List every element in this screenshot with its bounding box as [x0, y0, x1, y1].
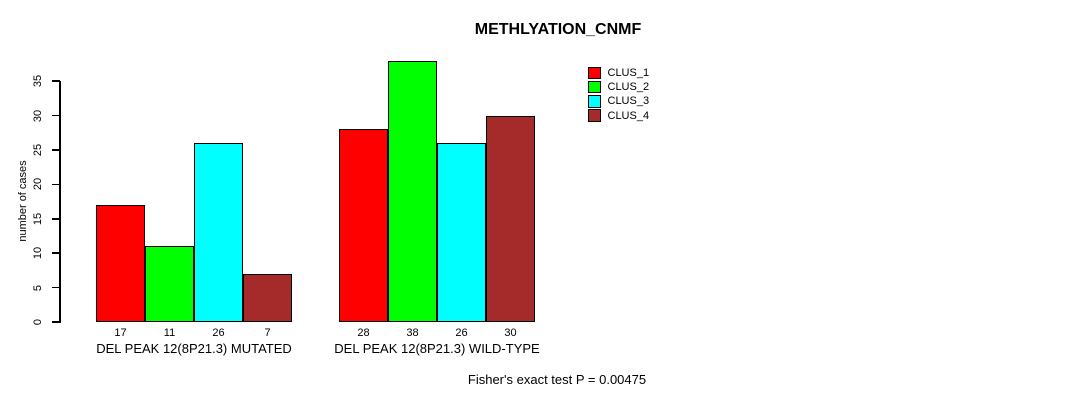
y-tick-label: 15 — [32, 212, 44, 225]
bar-value-label: 26 — [455, 327, 468, 339]
bar-CLUS_2-group1 — [388, 60, 437, 322]
bar-value-label: 17 — [114, 327, 127, 339]
y-tick-label: 10 — [32, 247, 44, 260]
y-tick — [51, 183, 60, 186]
y-tick — [51, 252, 60, 254]
legend-item-CLUS_1: CLUS_1 — [588, 66, 649, 80]
legend-item-CLUS_2: CLUS_2 — [588, 80, 649, 94]
fisher-test-annotation: Fisher's exact test P = 0.00475 — [467, 372, 647, 387]
bar-CLUS_1-group0 — [96, 205, 145, 322]
bar-CLUS_4-group1 — [486, 115, 535, 322]
bar-CLUS_3-group0 — [194, 143, 243, 322]
chart-title: METHLYATION_CNMF — [474, 21, 642, 38]
legend-label: CLUS_4 — [607, 109, 650, 122]
y-tick-label: 25 — [32, 143, 44, 157]
bar-value-label: 28 — [357, 327, 370, 339]
bar-value-label: 30 — [504, 327, 517, 339]
legend-swatch — [588, 80, 601, 94]
y-tick — [51, 80, 60, 82]
y-tick-label: 30 — [32, 109, 44, 122]
bar-CLUS_3-group1 — [437, 143, 486, 322]
bar-value-label: 7 — [264, 327, 271, 339]
y-tick-label: 20 — [32, 178, 44, 191]
y-tick — [51, 321, 60, 323]
legend-label: CLUS_3 — [607, 95, 650, 108]
legend-swatch — [588, 95, 601, 108]
bar-value-label: 11 — [163, 327, 176, 339]
y-tick — [51, 286, 60, 289]
y-tick-label: 0 — [32, 318, 44, 326]
group-label-wildtype: DEL PEAK 12(8P21.3) WILD-TYPE — [334, 341, 540, 356]
bar-CLUS_4-group0 — [243, 273, 292, 322]
y-tick — [51, 218, 60, 220]
legend-item-CLUS_4: CLUS_4 — [588, 109, 649, 123]
bar-value-label: 26 — [212, 327, 225, 339]
legend-item-CLUS_3: CLUS_3 — [588, 94, 649, 108]
bar-value-label: 38 — [406, 327, 419, 339]
bar-CLUS_2-group0 — [145, 246, 194, 322]
bar-CLUS_1-group1 — [339, 129, 388, 322]
legend-label: CLUS_2 — [607, 81, 650, 94]
y-axis-line — [59, 81, 61, 324]
y-axis-label: number of cases — [17, 160, 29, 242]
group-label-mutated: DEL PEAK 12(8P21.3) MUTATED — [96, 341, 292, 356]
y-tick — [51, 114, 60, 117]
y-tick-label: 5 — [32, 284, 44, 291]
y-tick — [51, 149, 60, 151]
legend-swatch — [588, 109, 601, 122]
y-tick-label: 35 — [32, 75, 44, 88]
legend-swatch — [588, 66, 601, 80]
legend-label: CLUS_1 — [607, 67, 650, 79]
